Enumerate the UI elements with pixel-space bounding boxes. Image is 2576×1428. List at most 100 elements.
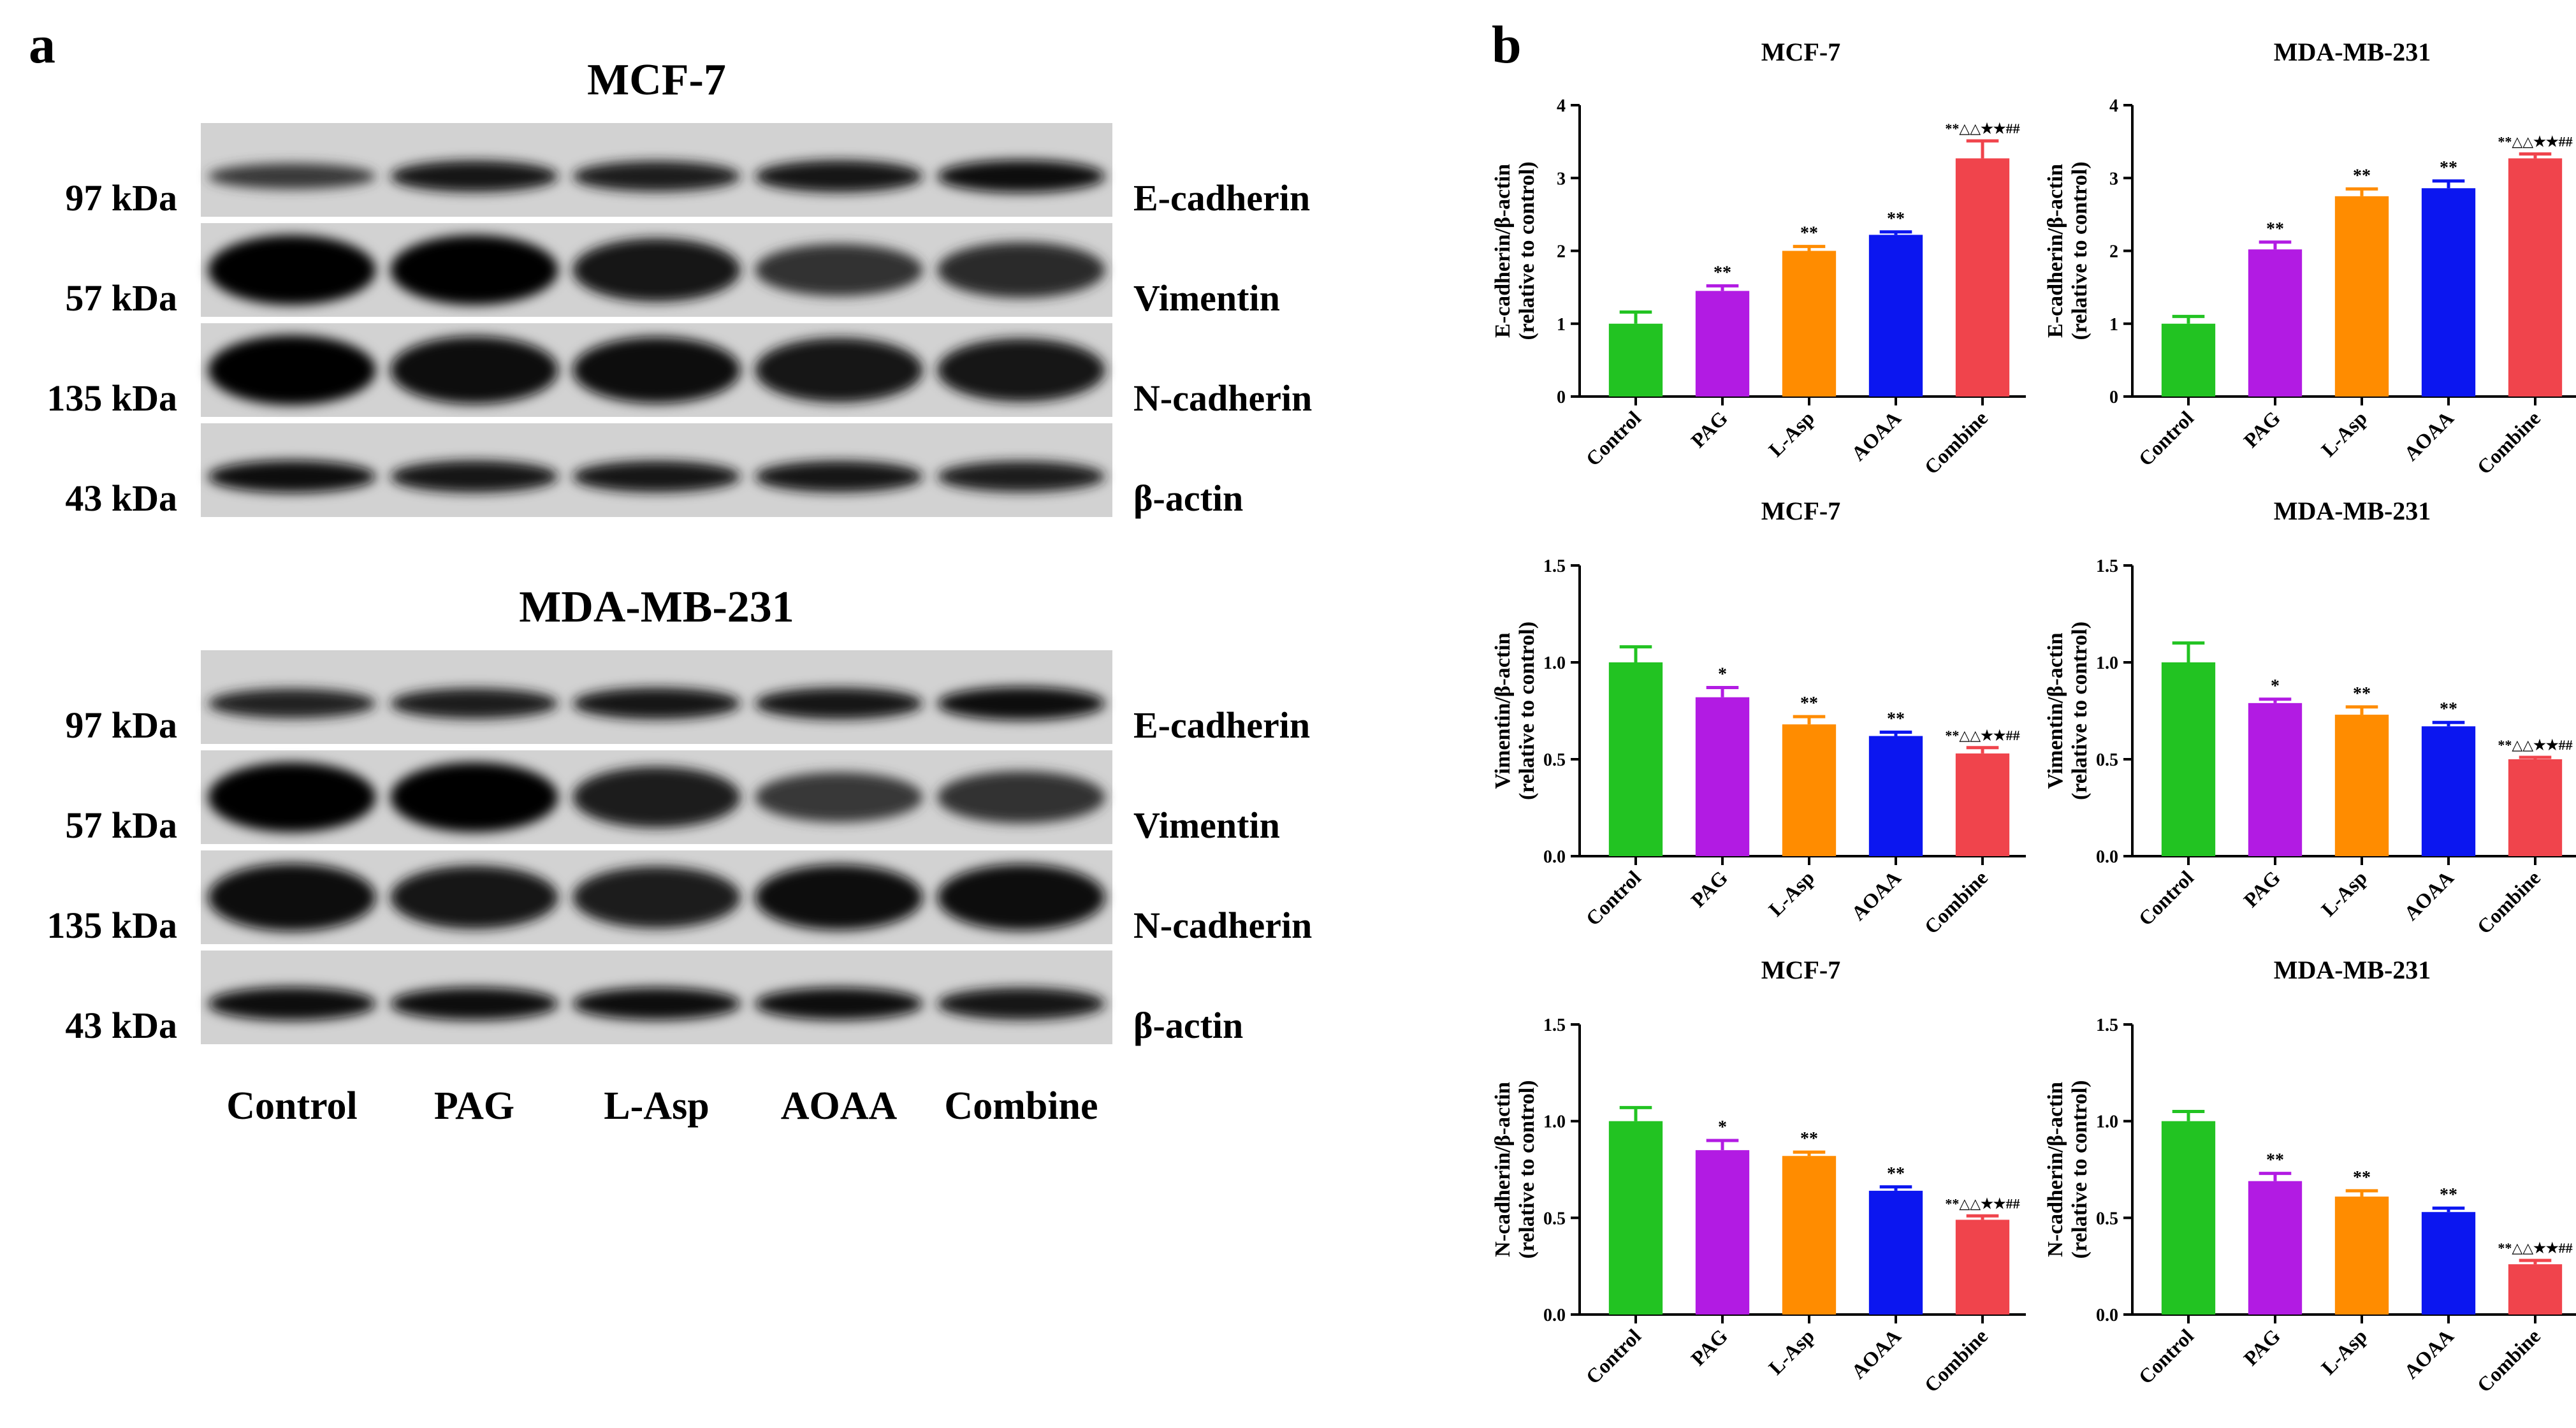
blot-band xyxy=(572,337,741,404)
bar xyxy=(2248,1181,2303,1315)
x-tick-label: AOAA xyxy=(2399,1324,2458,1383)
y-axis-label: N-cadherin/β-actin(relative to control) xyxy=(2044,1080,2092,1258)
blot-band xyxy=(937,242,1105,298)
blot-band xyxy=(390,336,558,404)
y-tick-label: 4 xyxy=(1557,96,1566,116)
bar xyxy=(1782,251,1837,397)
x-tick-label: Combine xyxy=(1919,866,1991,938)
y-axis-label: E-cadherin/β-actin(relative to control) xyxy=(1491,161,1539,340)
molecular-weight-label: 43 kDa xyxy=(65,477,177,519)
y-axis-label: E-cadherin/β-actin(relative to control) xyxy=(2044,161,2092,340)
x-tick-label: Control xyxy=(2134,866,2198,930)
blot-band xyxy=(208,987,376,1021)
blot-band xyxy=(390,160,558,193)
protein-marker-label: Vimentin xyxy=(1133,277,1280,319)
significance-label: ** xyxy=(2266,1151,2284,1170)
significance-label: ** xyxy=(2353,166,2371,186)
x-tick-label: AOAA xyxy=(1847,406,1905,465)
significance-label: **△△★★## xyxy=(1945,120,2019,136)
molecular-weight-label: 57 kDa xyxy=(65,805,177,846)
significance-label: ** xyxy=(2440,1185,2457,1205)
x-tick-label: Control xyxy=(2134,1324,2198,1388)
bar-chart: MDA-MB-231 0.0 0.5 1.0 1.5 Vimentin/β-actin(r… xyxy=(2044,497,2576,938)
y-tick-label: 4 xyxy=(2109,96,2118,116)
protein-marker-label: β-actin xyxy=(1133,1005,1243,1046)
blot-band xyxy=(755,772,923,822)
x-tick-label: L-Asp xyxy=(2317,866,2371,921)
y-tick-label: 0.5 xyxy=(2096,1209,2118,1228)
panel-b-label: b xyxy=(1492,15,1522,75)
blot-band xyxy=(937,687,1105,720)
blot-title: MCF-7 xyxy=(587,55,726,105)
lane-label: L-Asp xyxy=(604,1084,709,1128)
y-tick-label: 0.5 xyxy=(1543,750,1566,770)
significance-label: * xyxy=(2271,676,2280,696)
blot-band xyxy=(937,461,1105,492)
x-tick-label: Combine xyxy=(2472,866,2544,938)
y-tick-label: 0.0 xyxy=(1543,1306,1566,1325)
significance-label: ** xyxy=(1800,694,1818,713)
bar xyxy=(2161,323,2216,397)
y-tick-label: 1.5 xyxy=(2096,1016,2118,1035)
chart-title: MDA-MB-231 xyxy=(2274,38,2431,66)
significance-label: ** xyxy=(2353,1168,2371,1188)
blot-band xyxy=(572,866,741,929)
y-tick-label: 1 xyxy=(1557,315,1566,335)
molecular-weight-label: 97 kDa xyxy=(65,177,177,219)
y-tick-label: 0.5 xyxy=(1543,1209,1566,1228)
x-tick-label: Control xyxy=(2134,406,2198,470)
blot-band xyxy=(937,771,1105,824)
x-tick-label: Combine xyxy=(2472,406,2544,478)
bar xyxy=(1868,1190,1923,1315)
y-tick-label: 0.5 xyxy=(2096,750,2118,770)
bar-chart: MDA-MB-231 0 1 2 3 4 E-cadherin/β-actin(relati… xyxy=(2044,38,2576,479)
y-tick-label: 3 xyxy=(2109,169,2118,189)
bar xyxy=(1695,697,1750,856)
significance-label: ** xyxy=(2440,699,2457,719)
blot-band xyxy=(755,160,923,193)
lane-label: PAG xyxy=(434,1084,514,1128)
blot-band xyxy=(755,864,923,930)
significance-label: ** xyxy=(2266,219,2284,239)
blot-band xyxy=(208,688,376,718)
blot-band xyxy=(208,163,376,189)
y-tick-label: 0.0 xyxy=(2096,847,2118,867)
bar xyxy=(1608,662,1663,856)
x-tick-label: AOAA xyxy=(1847,866,1905,924)
lane-label: AOAA xyxy=(781,1084,898,1128)
molecular-weight-label: 57 kDa xyxy=(65,277,177,319)
x-tick-label: Control xyxy=(1581,866,1645,930)
molecular-weight-label: 135 kDa xyxy=(47,377,177,419)
x-tick-label: PAG xyxy=(1686,406,1732,452)
x-tick-label: AOAA xyxy=(2399,866,2458,924)
y-tick-label: 0 xyxy=(1557,388,1566,407)
bar xyxy=(1868,736,1923,856)
significance-label: ** xyxy=(2440,158,2457,178)
blot-band xyxy=(755,244,923,296)
chart-title: MCF-7 xyxy=(1761,956,1840,984)
bar-chart: MDA-MB-231 0.0 0.5 1.0 1.5 N-cadherin/β-actin… xyxy=(2044,956,2576,1397)
significance-label: ** xyxy=(1800,1129,1818,1149)
bar-chart: MCF-7 0.0 0.5 1.0 1.5 N-cadherin/β-actin(rela… xyxy=(1491,956,2026,1397)
y-tick-label: 0.0 xyxy=(1543,847,1566,867)
bar xyxy=(2334,196,2389,397)
y-tick-label: 2 xyxy=(2109,242,2118,262)
x-tick-label: PAG xyxy=(2239,1324,2285,1370)
y-axis-label: Vimentin/β-actin(relative to control) xyxy=(2044,622,2092,800)
bar xyxy=(2161,1121,2216,1315)
x-tick-label: Combine xyxy=(2472,1324,2544,1396)
lane-label: Combine xyxy=(944,1084,1098,1128)
x-tick-label: Control xyxy=(1581,406,1645,470)
blot-band xyxy=(208,335,376,405)
y-tick-label: 1.0 xyxy=(1543,653,1566,673)
x-tick-label: L-Asp xyxy=(1764,866,1819,921)
bar xyxy=(2421,726,2476,856)
significance-label: ** xyxy=(1887,1164,1905,1184)
x-tick-label: AOAA xyxy=(2399,406,2458,465)
blot-band xyxy=(208,762,376,833)
x-tick-label: PAG xyxy=(1686,1324,1732,1370)
x-tick-label: PAG xyxy=(2239,406,2285,452)
bar xyxy=(2161,662,2216,856)
bar xyxy=(1608,1121,1663,1315)
